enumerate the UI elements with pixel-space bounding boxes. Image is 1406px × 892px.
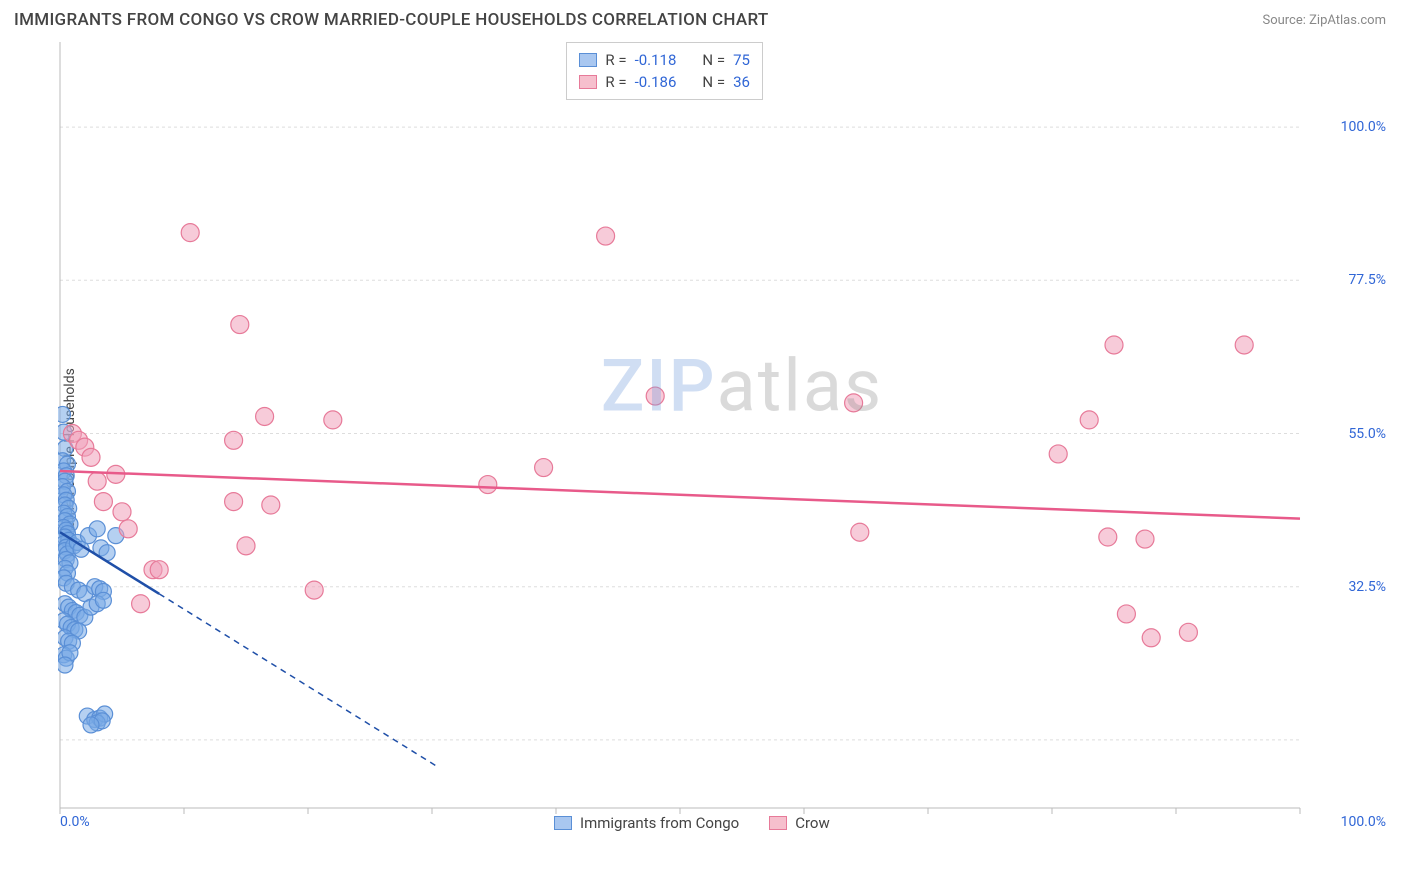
legend-item: Crow xyxy=(769,812,830,834)
x-tick-label: 0.0% xyxy=(60,814,90,830)
legend-series-label: Immigrants from Congo xyxy=(580,812,739,834)
data-point xyxy=(479,476,497,494)
trend-line-dashed xyxy=(159,594,438,767)
data-point xyxy=(256,407,274,425)
data-point xyxy=(231,316,249,334)
legend-item: Immigrants from Congo xyxy=(554,812,739,834)
legend-n-value: 75 xyxy=(733,49,750,71)
data-point xyxy=(150,561,168,579)
data-point xyxy=(94,493,112,511)
source-prefix: Source: xyxy=(1262,13,1309,28)
data-point xyxy=(324,411,342,429)
legend-row: R = -0.186 N = 36 xyxy=(579,71,750,93)
data-point xyxy=(1142,629,1160,647)
data-point xyxy=(851,523,869,541)
data-point xyxy=(1179,623,1197,641)
data-point xyxy=(305,581,323,599)
data-point xyxy=(597,227,615,245)
data-point xyxy=(82,448,100,466)
legend-r-value: -0.186 xyxy=(635,71,677,93)
y-tick-label: 32.5% xyxy=(1348,579,1386,595)
y-tick-label: 77.5% xyxy=(1348,272,1386,288)
legend-swatch xyxy=(579,53,597,67)
data-point xyxy=(262,496,280,514)
data-point xyxy=(58,406,70,422)
data-point xyxy=(83,717,99,733)
y-tick-label: 55.0% xyxy=(1348,426,1386,442)
data-point xyxy=(1136,530,1154,548)
legend-series-label: Crow xyxy=(795,812,830,834)
series-legend: Immigrants from Congo Crow xyxy=(554,812,830,834)
legend-r-value: -0.118 xyxy=(635,49,677,71)
data-point xyxy=(535,459,553,477)
data-point xyxy=(237,537,255,555)
source-link[interactable]: ZipAtlas.com xyxy=(1309,13,1386,28)
legend-n-label: N = xyxy=(702,71,725,93)
data-point xyxy=(1117,605,1135,623)
chart-title: IMMIGRANTS FROM CONGO VS CROW MARRIED-CO… xyxy=(14,10,769,30)
data-point xyxy=(845,394,863,412)
source-attribution: Source: ZipAtlas.com xyxy=(1262,13,1386,28)
data-point xyxy=(88,472,106,490)
legend-r-label: R = xyxy=(605,49,626,71)
legend-swatch xyxy=(579,75,597,89)
data-point xyxy=(132,595,150,613)
legend-swatch xyxy=(769,816,787,830)
data-point xyxy=(225,493,243,511)
legend-row: R = -0.118 N = 75 xyxy=(579,49,750,71)
data-point xyxy=(113,503,131,521)
legend-n-label: N = xyxy=(702,49,725,71)
data-point xyxy=(1235,336,1253,354)
data-point xyxy=(1105,336,1123,354)
data-point xyxy=(89,521,105,537)
legend-n-value: 36 xyxy=(733,71,750,93)
legend-r-label: R = xyxy=(605,71,626,93)
data-point xyxy=(1099,528,1117,546)
data-point xyxy=(58,657,73,673)
data-point xyxy=(181,224,199,242)
data-point xyxy=(119,520,137,538)
scatter-plot xyxy=(58,40,1348,830)
legend-swatch xyxy=(554,816,572,830)
trend-line-solid xyxy=(60,471,1300,519)
y-tick-label: 100.0% xyxy=(1341,119,1386,135)
data-point xyxy=(95,592,111,608)
correlation-legend: R = -0.118 N = 75 R = -0.186 N = 36 xyxy=(566,42,763,100)
data-point xyxy=(646,387,664,405)
data-point xyxy=(1049,445,1067,463)
data-point xyxy=(225,431,243,449)
x-tick-label: 100.0% xyxy=(1341,814,1386,830)
data-point xyxy=(1080,411,1098,429)
